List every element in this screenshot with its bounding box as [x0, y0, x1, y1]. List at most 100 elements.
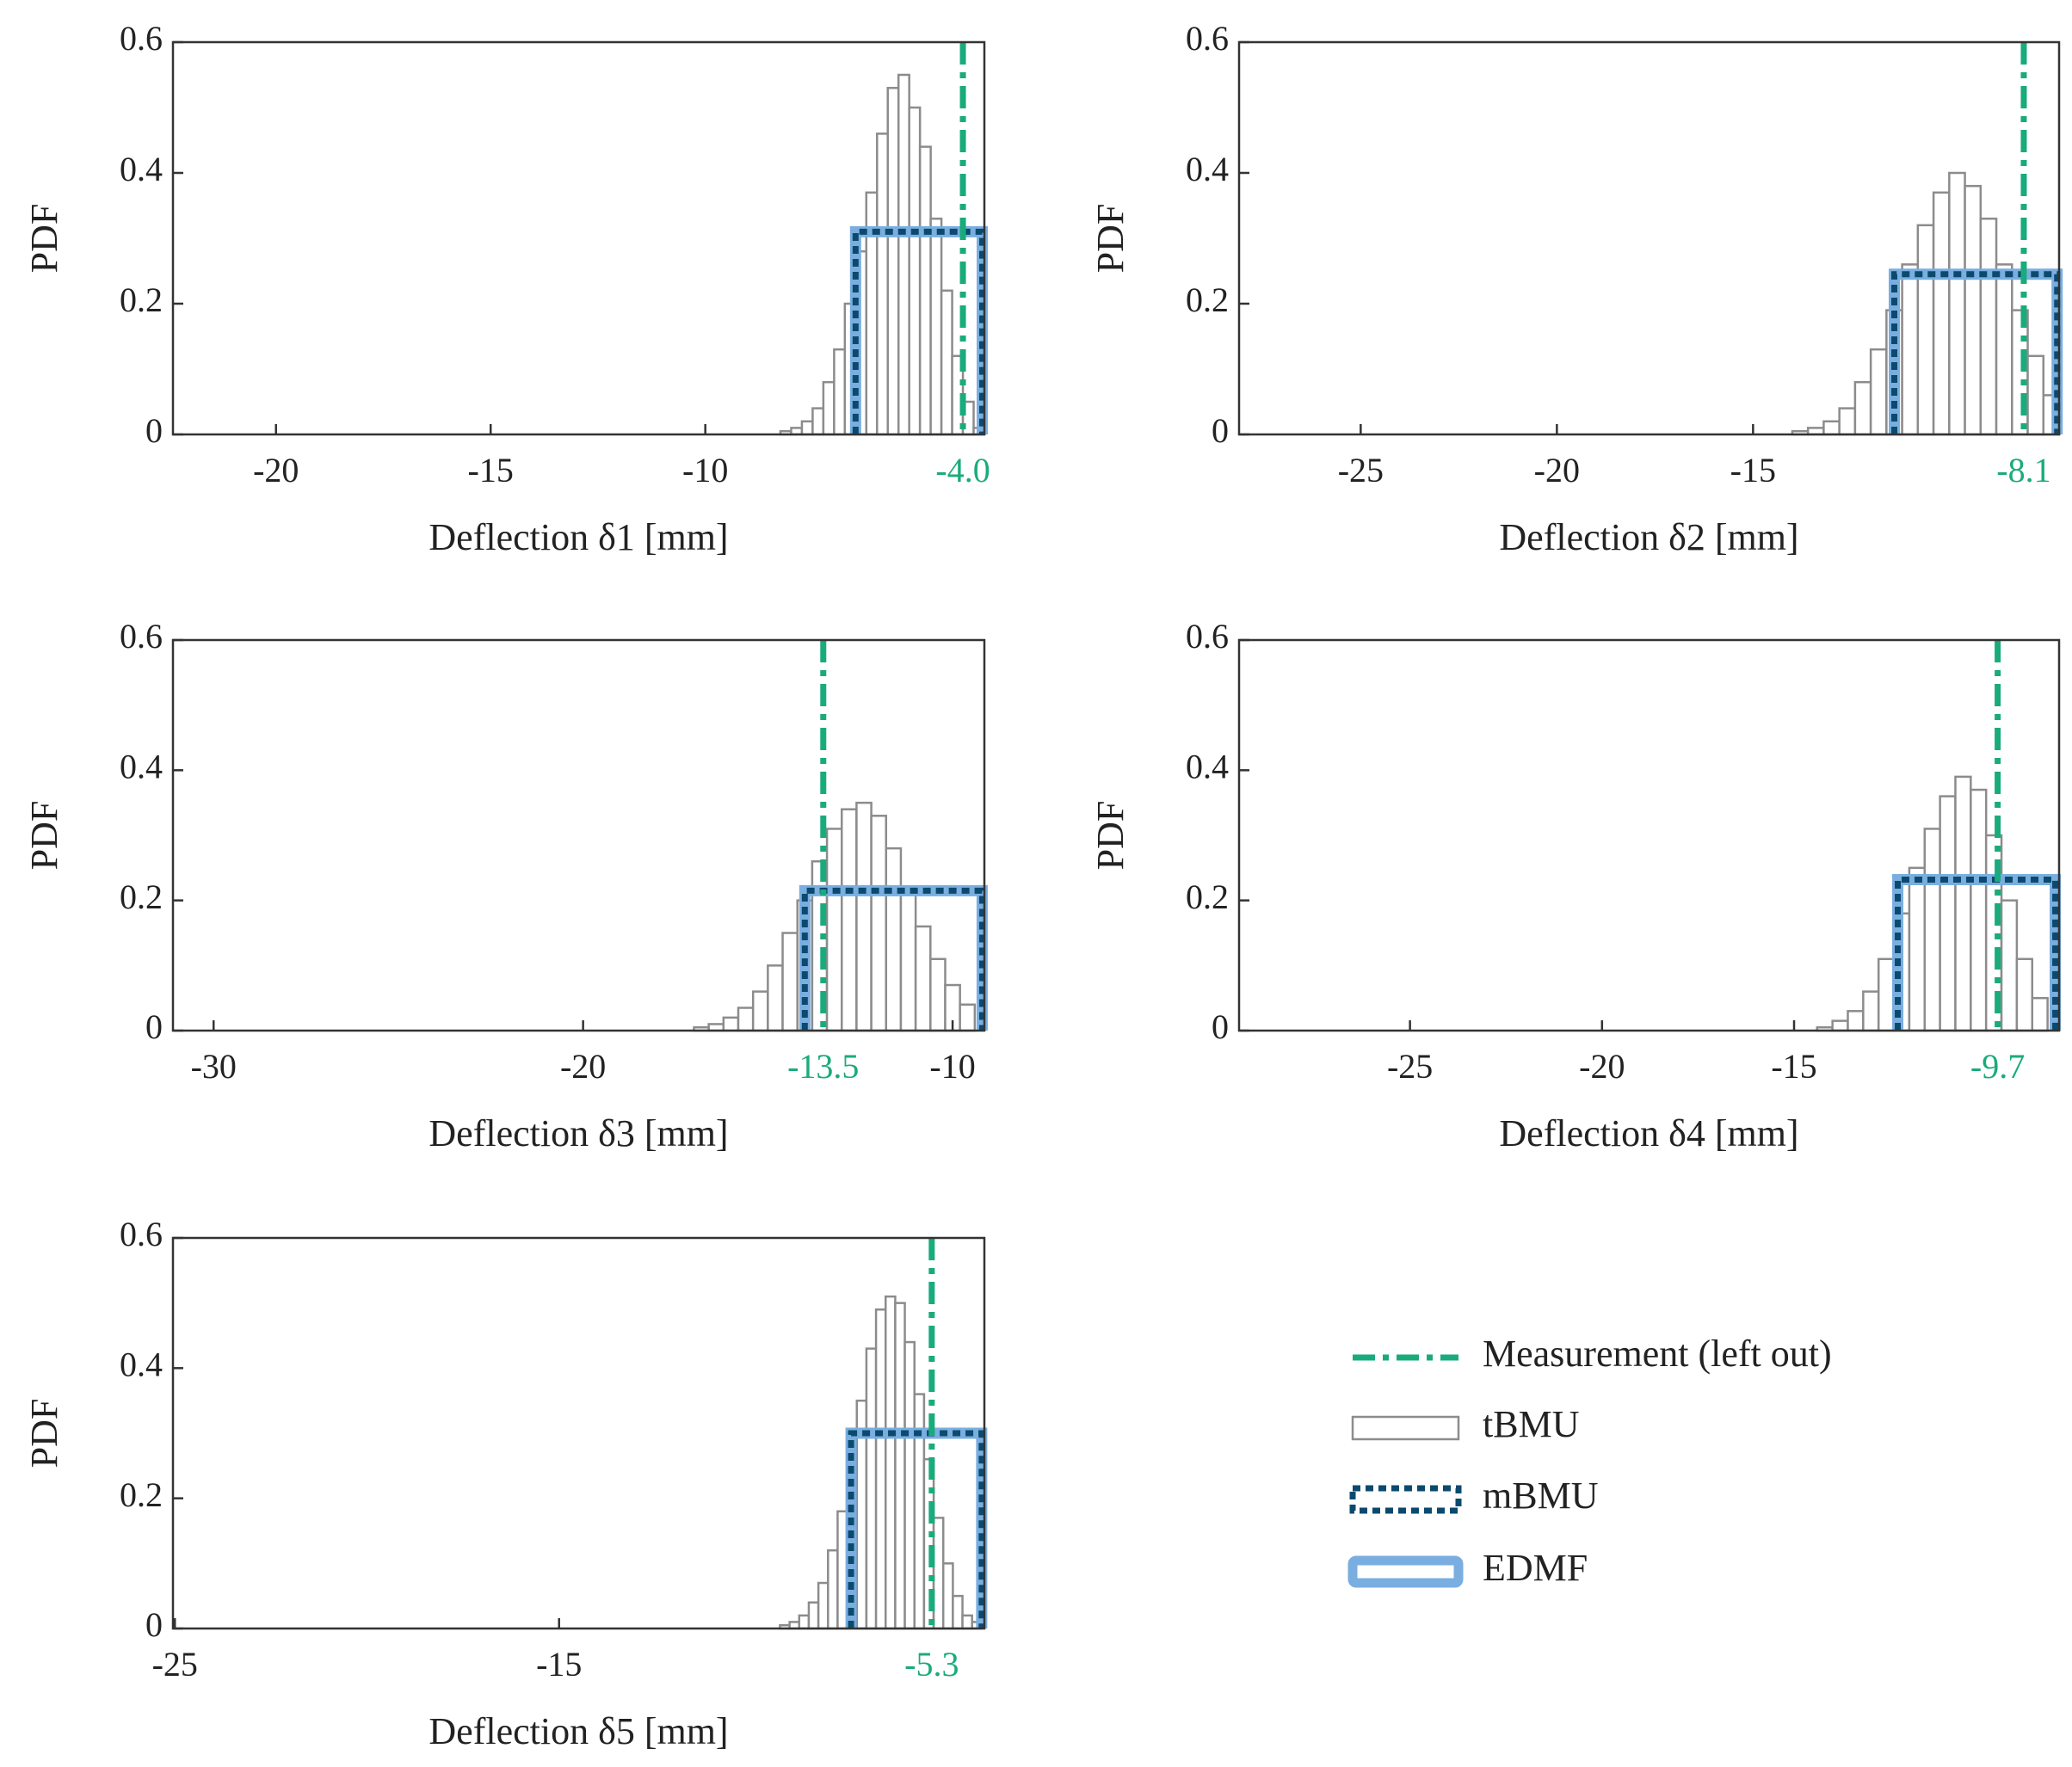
histogram-bar [940, 289, 953, 436]
histogram-bar [722, 1016, 740, 1032]
y-tick-label: 0.2 [120, 280, 163, 319]
axes-frame [171, 1236, 986, 1630]
y-tick-label: 0.6 [120, 1215, 163, 1253]
measurement-label: -4.0 [935, 451, 990, 489]
histogram-bar [2031, 996, 2049, 1032]
histogram-bar [876, 132, 889, 436]
histogram-bar [918, 145, 932, 436]
histogram-bar [952, 1594, 964, 1630]
y-tick-label: 0.4 [120, 1345, 163, 1384]
histogram-bar [807, 1601, 820, 1630]
histogram-bar [2026, 354, 2045, 436]
histogram-bar [908, 106, 922, 436]
histogram-bar [767, 964, 784, 1032]
measurement-label: -5.3 [904, 1645, 959, 1684]
histogram-bar [1916, 224, 1935, 436]
x-tick-label: -15 [536, 1645, 582, 1684]
x-axis-label: Deflection δ3 [mm] [429, 1112, 728, 1154]
histogram-bar [1838, 407, 1857, 436]
histogram-bar [1979, 217, 1998, 436]
measurement-label: -9.7 [1970, 1047, 2025, 1086]
histogram-bar [1995, 263, 2013, 436]
histogram-bar [886, 86, 900, 436]
y-tick-label: 0 [145, 411, 163, 450]
histogram-bar [897, 73, 910, 436]
x-tick-label: -25 [1387, 1047, 1433, 1086]
histogram-bar [914, 925, 932, 1032]
histogram-bar [899, 886, 917, 1032]
y-axis-label: PDF [23, 1399, 65, 1468]
legend-swatch [1347, 1555, 1464, 1588]
histogram-bar [885, 1295, 897, 1630]
histogram-bar [932, 1517, 945, 1630]
histogram-bar [840, 808, 858, 1032]
histogram-bar [2000, 899, 2019, 1032]
edmf-box [1892, 873, 2062, 1031]
subplot: -13.5 0 0.2 0.4 0.6 -30 -20 -10 Deflection δ3 [m… [23, 617, 988, 1154]
axes-frame [1237, 638, 2061, 1032]
legend-label: EDMF [1483, 1547, 1588, 1589]
mbmu-box [1890, 271, 2061, 434]
histogram-bar [1847, 1010, 1865, 1032]
measurement-label: -13.5 [787, 1047, 859, 1086]
histogram-bar [825, 828, 843, 1032]
legend-swatch [1351, 1415, 1460, 1441]
y-tick-label: 0 [1212, 1007, 1229, 1046]
y-tick-label: 0 [145, 1007, 163, 1046]
histogram-bar [961, 1614, 973, 1630]
y-axis-label: PDF [23, 204, 65, 274]
y-tick-label: 0 [1212, 411, 1229, 450]
x-tick-label: -30 [191, 1047, 237, 1086]
subplot: -5.3 0 0.2 0.4 0.6 -25 -15 Deflection δ5 [mm] PD… [23, 1215, 988, 1752]
histogram-bar [798, 1614, 811, 1630]
histogram-bar [822, 380, 836, 436]
y-tick-label: 0.6 [120, 19, 163, 58]
y-tick-label: 0.4 [1186, 150, 1229, 188]
legend-label: Measurement (left out) [1483, 1333, 1832, 1375]
x-axis-label: Deflection δ1 [mm] [429, 516, 728, 558]
x-tick-label: -10 [682, 451, 728, 489]
histogram-bar [1877, 957, 1896, 1032]
y-tick-label: 0.4 [120, 150, 163, 188]
y-tick-label: 0.2 [120, 1475, 163, 1514]
histogram-bar [817, 1581, 829, 1630]
y-tick-label: 0.4 [1186, 748, 1229, 786]
x-tick-label: -20 [560, 1047, 606, 1086]
histogram-bar [959, 1003, 977, 1032]
x-axis-label: Deflection δ4 [mm] [1499, 1112, 1798, 1154]
histogram-bar [1862, 990, 1880, 1032]
histogram-bar [1970, 788, 1988, 1032]
histogram-bar [800, 420, 814, 436]
x-tick-label: -20 [253, 451, 299, 489]
y-tick-label: 0.2 [1186, 280, 1229, 319]
histogram-bar [1908, 866, 1927, 1032]
histogram-bar [870, 815, 888, 1032]
measurement-label: -8.1 [1996, 451, 2050, 489]
histogram-bar [2011, 309, 2029, 436]
y-tick-label: 0 [145, 1605, 163, 1644]
histogram-bar [1901, 263, 1920, 436]
x-tick-label: -20 [1534, 451, 1580, 489]
histogram-bar [1932, 191, 1951, 436]
legend-swatch [1349, 1485, 1462, 1514]
y-tick-label: 0.2 [1186, 877, 1229, 916]
axes-frame [1237, 40, 2061, 436]
histogram-bar [885, 847, 903, 1032]
histogram-bar [865, 1347, 878, 1630]
subplot: -9.7 0 0.2 0.4 0.6 -25 -20 -15 Deflection δ4 [mm… [1089, 617, 2062, 1154]
histogram-bar [811, 407, 825, 436]
y-tick-label: 0.6 [1186, 19, 1229, 58]
histogram-bar [941, 1562, 954, 1630]
histogram-bar [894, 1302, 906, 1630]
histogram-bar [903, 1340, 916, 1630]
legend: Measurement (left out) tBMU mBMU EDMF [1347, 1333, 1832, 1589]
histogram-bar [855, 801, 873, 1032]
histogram-bar [1831, 1019, 1849, 1032]
x-tick-label: -15 [468, 451, 514, 489]
x-axis-label: Deflection δ5 [mm] [429, 1710, 728, 1752]
x-tick-label: -15 [1771, 1047, 1816, 1086]
histogram-bar [874, 1308, 887, 1630]
mbmu-box [801, 887, 985, 1031]
histogram-bar [2015, 957, 2034, 1032]
